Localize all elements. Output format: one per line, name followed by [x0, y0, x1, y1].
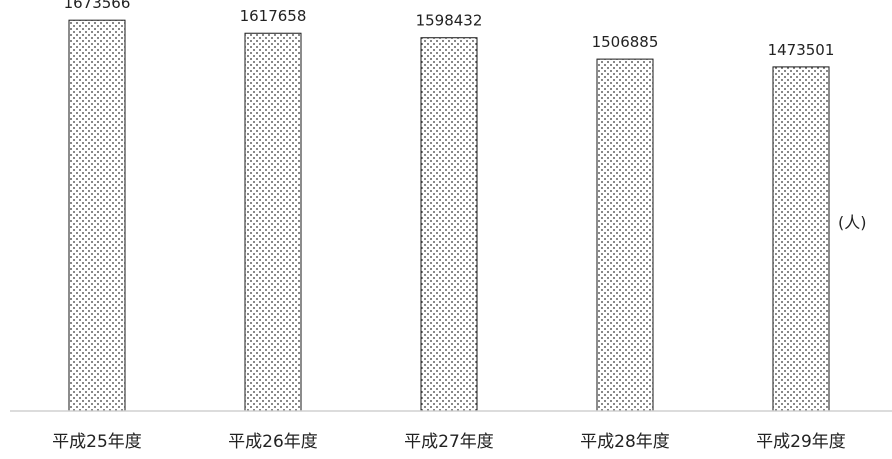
data-label-3: 1598432: [416, 12, 483, 30]
data-label-4: 1506885: [592, 33, 659, 51]
x-tick-label-1: 平成25年度: [52, 432, 142, 452]
x-tick-label-3: 平成27年度: [404, 432, 494, 452]
bar-4: [596, 58, 654, 412]
data-label-1: 1673566: [64, 0, 131, 12]
data-label-5: 1473501: [768, 41, 835, 59]
x-tick-label-4: 平成28年度: [580, 432, 670, 452]
data-label-2: 1617658: [240, 7, 307, 25]
data-labels-group: 1673566 1617658 1598432 1506885 1473501: [64, 0, 835, 59]
x-tick-labels-group: 平成25年度 平成26年度 平成27年度 平成28年度 平成29年度: [52, 432, 846, 452]
bar-3: [420, 37, 478, 412]
unit-label: (人): [838, 213, 867, 232]
bars-group: [68, 19, 830, 412]
x-tick-label-5: 平成29年度: [756, 432, 846, 452]
x-tick-label-2: 平成26年度: [228, 432, 318, 452]
bar-2: [244, 32, 302, 412]
bar-5: [772, 66, 830, 412]
bar-1: [68, 19, 126, 412]
